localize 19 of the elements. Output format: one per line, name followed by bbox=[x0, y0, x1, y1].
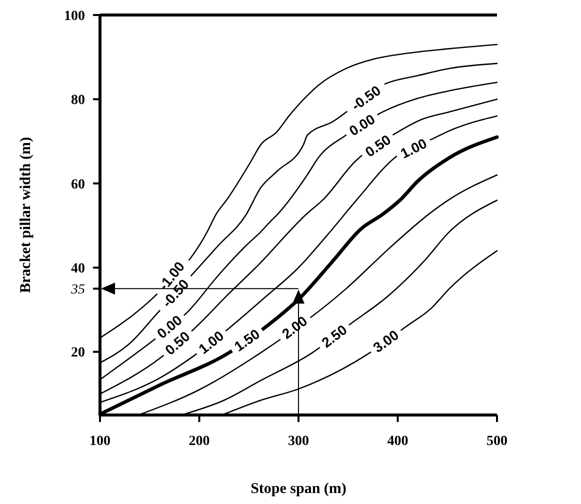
x-tick-label: 500 bbox=[486, 434, 508, 449]
text: 1.00 bbox=[398, 135, 430, 162]
text: 1.00 bbox=[195, 327, 227, 357]
y-tick-label: 80 bbox=[71, 93, 85, 108]
text: 3.00 bbox=[370, 326, 402, 356]
x-tick-label: 100 bbox=[90, 434, 110, 449]
x-tick-label: 400 bbox=[387, 434, 408, 449]
x-tick-label: 300 bbox=[288, 434, 309, 449]
text: 1.50 bbox=[231, 326, 263, 354]
x-axis-title: Stope span (m) bbox=[250, 481, 346, 497]
x-tick-label: 200 bbox=[188, 434, 210, 449]
y-tick-label: 100 bbox=[64, 8, 85, 24]
y-axis-title: Bracket pillar width (m) bbox=[18, 137, 34, 293]
y-tick-label: 60 bbox=[71, 177, 85, 192]
text: 2.50 bbox=[318, 321, 350, 351]
text: -0.50 bbox=[348, 82, 384, 114]
y-tick-label: 40 bbox=[71, 262, 85, 277]
y-tick-label: 35 bbox=[70, 282, 85, 298]
y-tick-label: 20 bbox=[71, 346, 85, 361]
